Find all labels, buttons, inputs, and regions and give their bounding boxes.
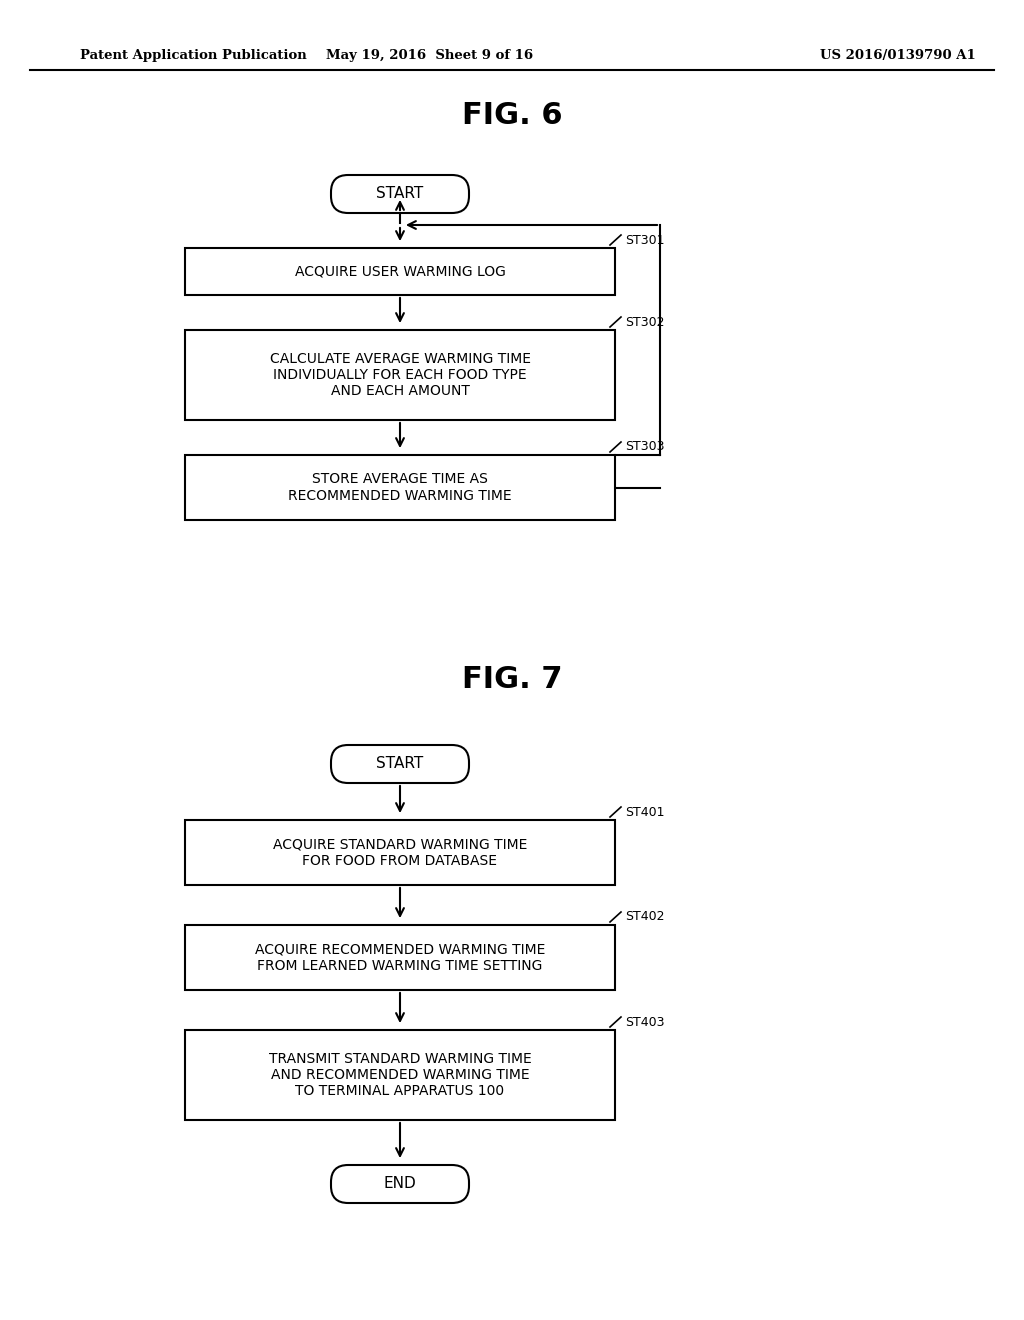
Text: FIG. 7: FIG. 7	[462, 665, 562, 694]
Text: May 19, 2016  Sheet 9 of 16: May 19, 2016 Sheet 9 of 16	[327, 49, 534, 62]
Text: START: START	[377, 186, 424, 202]
FancyBboxPatch shape	[331, 176, 469, 213]
FancyBboxPatch shape	[185, 925, 615, 990]
FancyBboxPatch shape	[185, 820, 615, 884]
FancyBboxPatch shape	[185, 1030, 615, 1119]
Text: ST303: ST303	[625, 441, 665, 454]
Text: FIG. 6: FIG. 6	[462, 100, 562, 129]
FancyBboxPatch shape	[331, 744, 469, 783]
Text: ST302: ST302	[625, 315, 665, 329]
Text: STORE AVERAGE TIME AS
RECOMMENDED WARMING TIME: STORE AVERAGE TIME AS RECOMMENDED WARMIN…	[288, 473, 512, 503]
Text: ACQUIRE RECOMMENDED WARMING TIME
FROM LEARNED WARMING TIME SETTING: ACQUIRE RECOMMENDED WARMING TIME FROM LE…	[255, 942, 545, 973]
FancyBboxPatch shape	[185, 455, 615, 520]
Text: START: START	[377, 756, 424, 771]
Text: ST402: ST402	[625, 911, 665, 924]
Text: US 2016/0139790 A1: US 2016/0139790 A1	[820, 49, 976, 62]
Text: ST401: ST401	[625, 805, 665, 818]
Text: ST301: ST301	[625, 234, 665, 247]
FancyBboxPatch shape	[185, 330, 615, 420]
Text: ST403: ST403	[625, 1015, 665, 1028]
FancyBboxPatch shape	[185, 248, 615, 294]
Text: END: END	[384, 1176, 417, 1192]
FancyBboxPatch shape	[331, 1166, 469, 1203]
Text: ACQUIRE STANDARD WARMING TIME
FOR FOOD FROM DATABASE: ACQUIRE STANDARD WARMING TIME FOR FOOD F…	[272, 837, 527, 867]
Text: Patent Application Publication: Patent Application Publication	[80, 49, 307, 62]
Text: CALCULATE AVERAGE WARMING TIME
INDIVIDUALLY FOR EACH FOOD TYPE
AND EACH AMOUNT: CALCULATE AVERAGE WARMING TIME INDIVIDUA…	[269, 352, 530, 399]
Text: TRANSMIT STANDARD WARMING TIME
AND RECOMMENDED WARMING TIME
TO TERMINAL APPARATU: TRANSMIT STANDARD WARMING TIME AND RECOM…	[268, 1052, 531, 1098]
Text: ACQUIRE USER WARMING LOG: ACQUIRE USER WARMING LOG	[295, 264, 506, 279]
